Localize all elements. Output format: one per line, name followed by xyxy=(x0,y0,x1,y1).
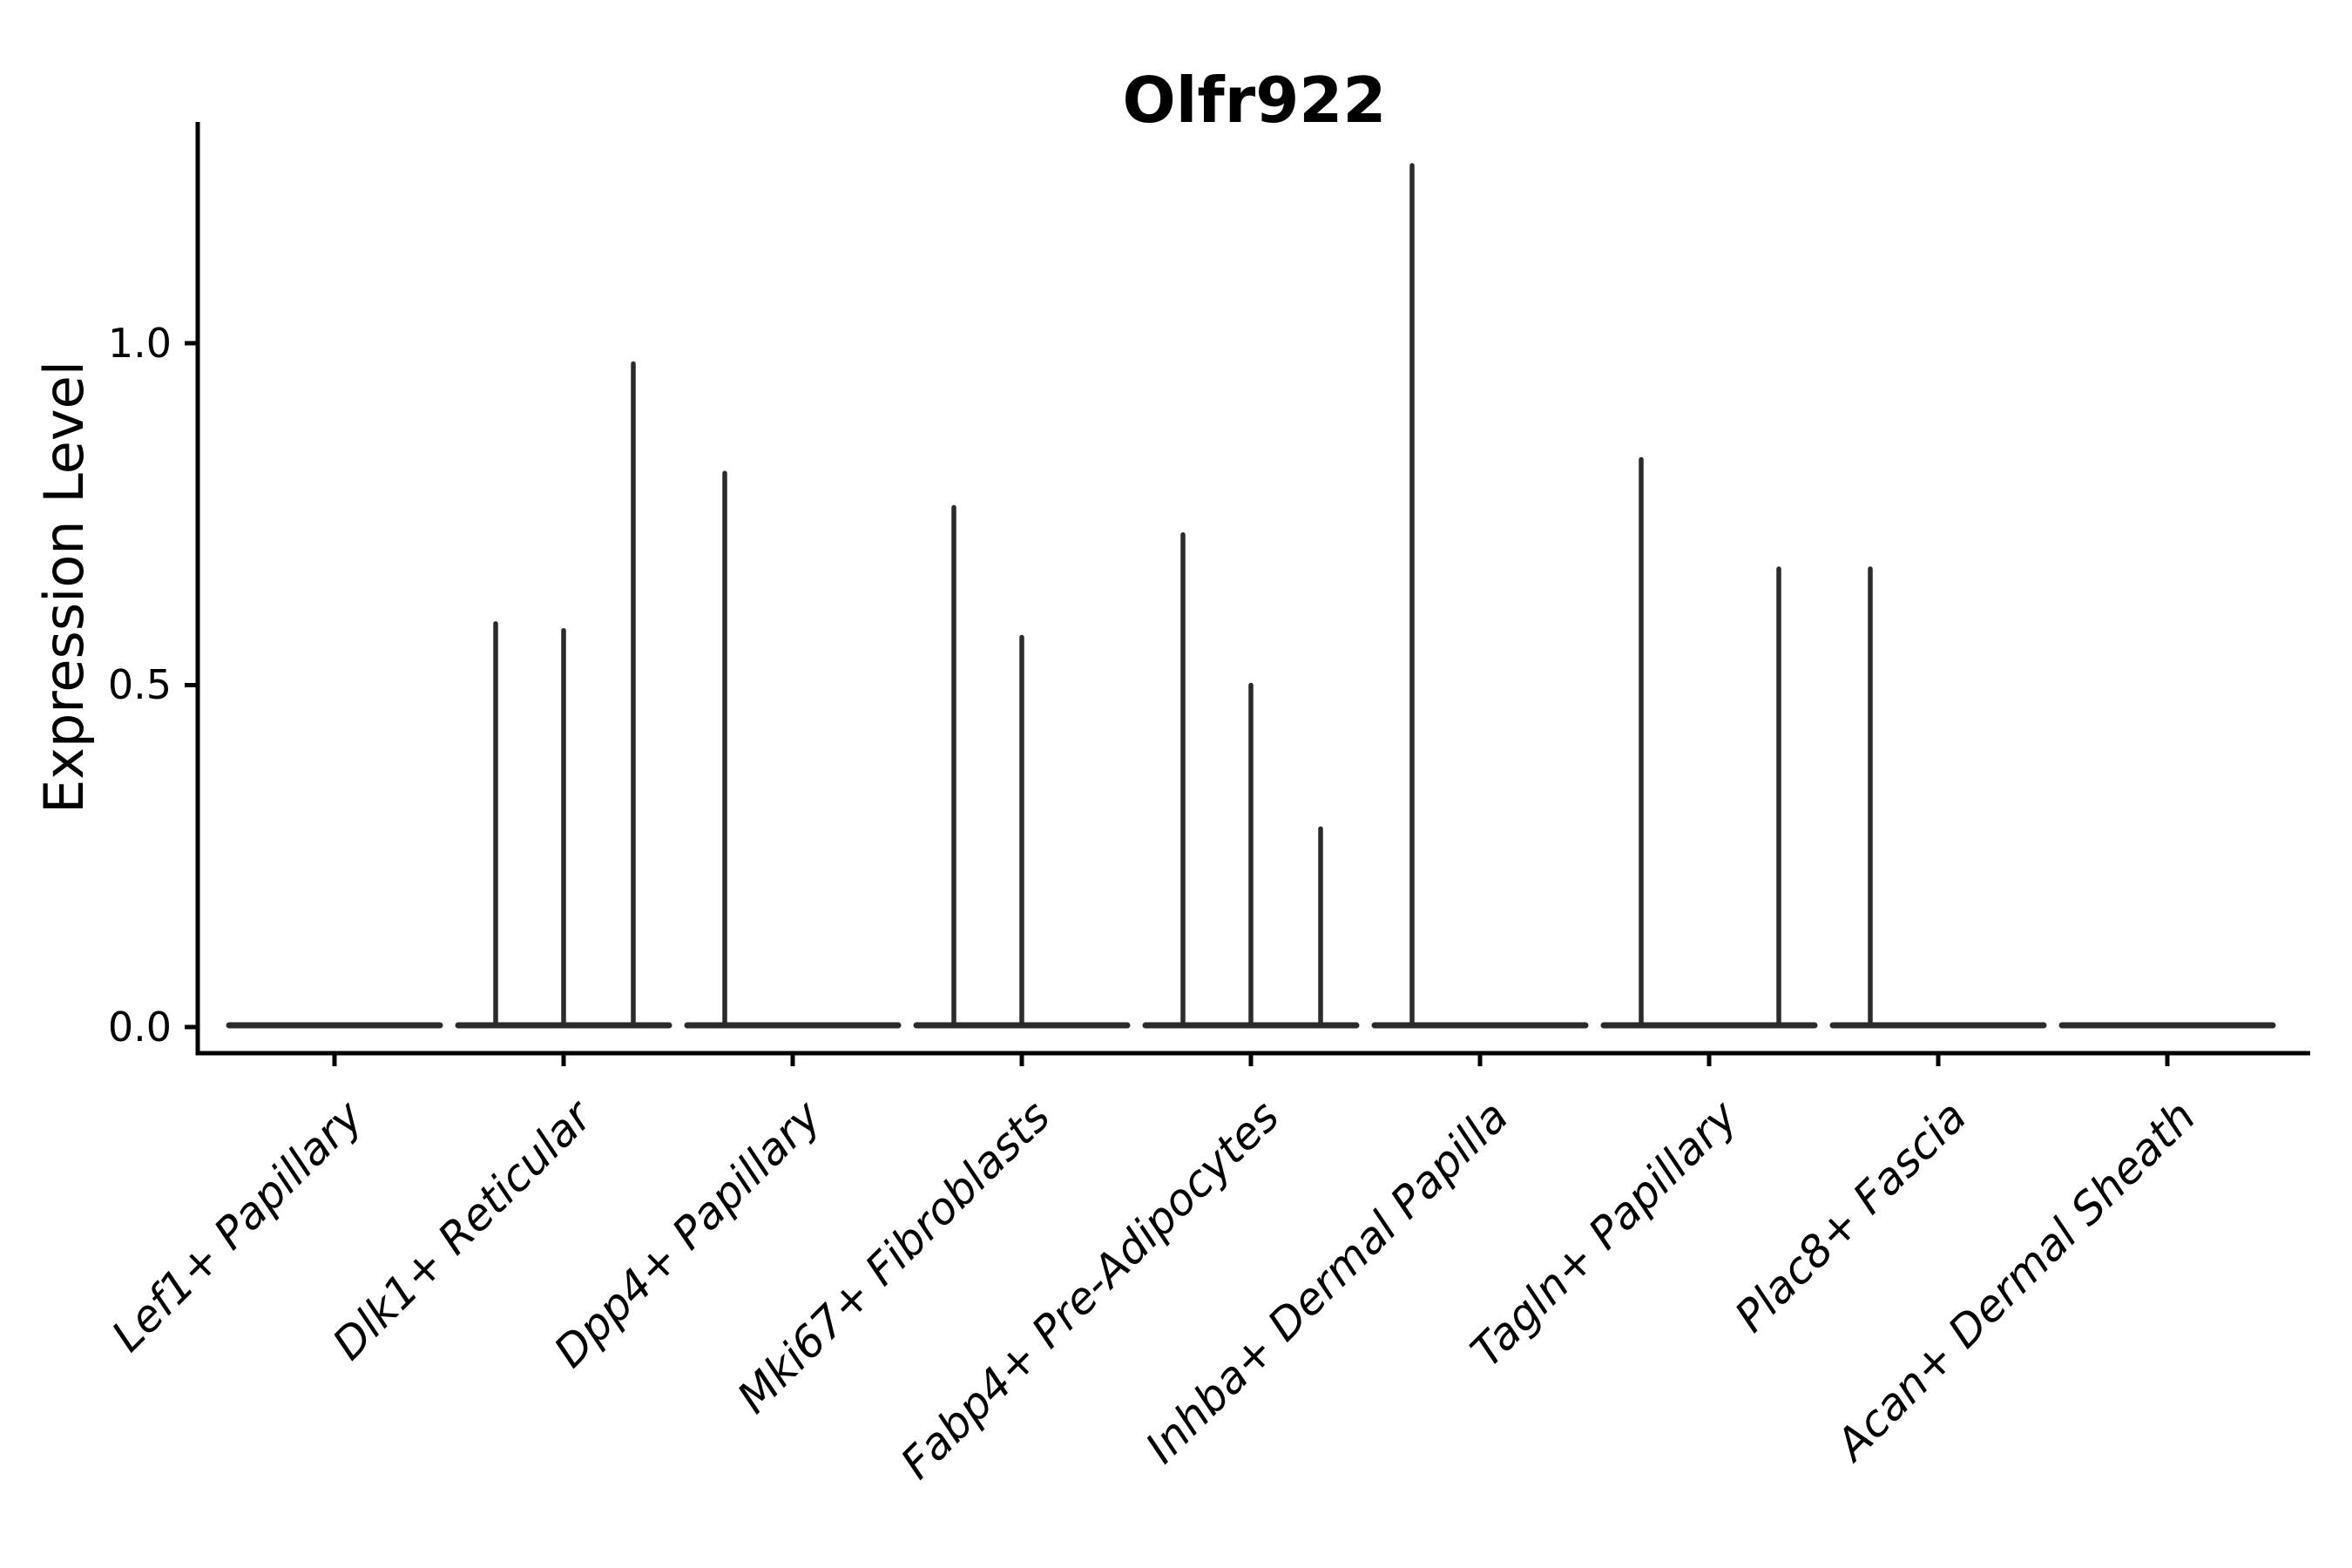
violin xyxy=(1600,456,1818,1029)
violin xyxy=(1142,532,1360,1029)
violin xyxy=(684,470,902,1029)
y-axis-label: Expression Level xyxy=(32,361,96,814)
violin xyxy=(1371,163,1589,1029)
x-tick-label: Plac8+ Fascia xyxy=(1726,1091,1977,1342)
violin xyxy=(455,361,672,1029)
y-tick-label: 0.0 xyxy=(108,1004,172,1051)
violins-layer xyxy=(226,163,2276,1029)
y-tick-label: 1.0 xyxy=(108,320,172,367)
x-tick-label: Acan+ Dermal Sheath xyxy=(1825,1091,2206,1471)
x-tick-label: Inhba+ Dermal Papilla xyxy=(1136,1091,1517,1472)
violin xyxy=(913,504,1131,1029)
plot-title: Olfr922 xyxy=(1122,64,1386,137)
x-tick-label: Fabp4+ Pre-Adipocytes xyxy=(891,1091,1289,1489)
x-tick-label: Lef1+ Papillary xyxy=(102,1090,373,1361)
y-tick-label: 0.5 xyxy=(108,661,172,708)
y-tick-labels: 0.0 0.5 1.0 xyxy=(108,320,172,1051)
x-tick-marks xyxy=(332,1053,2170,1066)
y-tick-marks xyxy=(185,341,198,1030)
violin xyxy=(1829,566,2047,1029)
